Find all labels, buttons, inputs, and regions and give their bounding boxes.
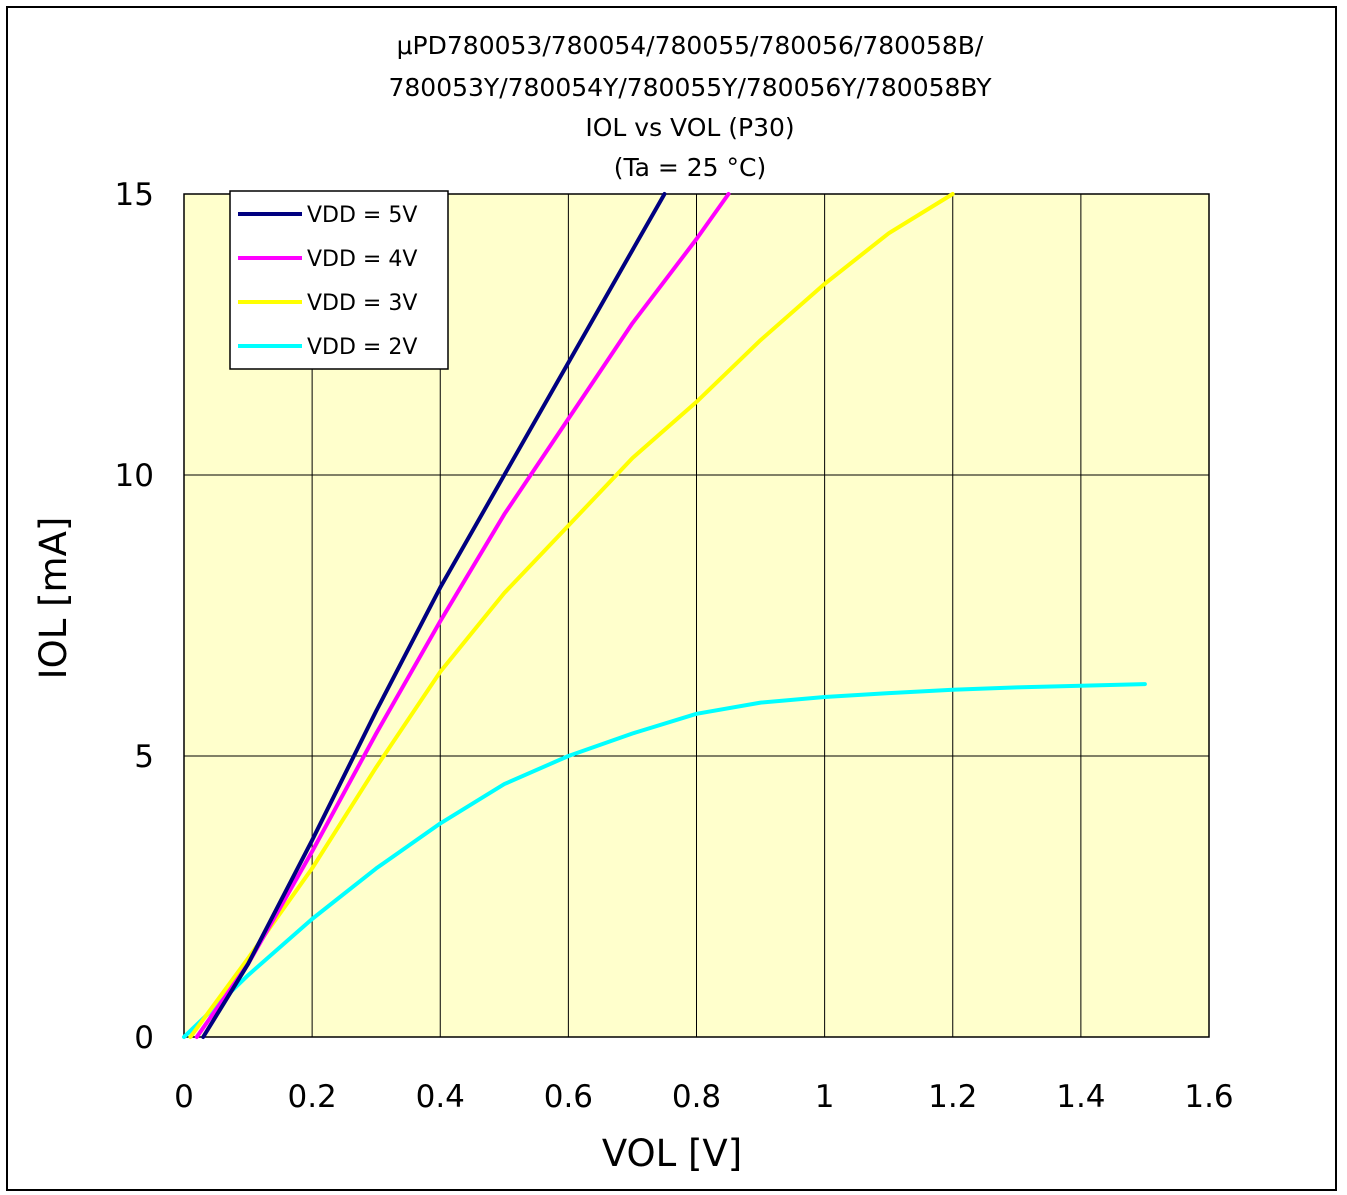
y-tick-label-0: 0 — [134, 1020, 154, 1056]
x-tick-label-0: 0 — [174, 1079, 194, 1115]
legend-box — [229, 190, 449, 370]
x-tick-labels: 0 0.2 0.4 0.6 0.8 1 1.2 1.4 1.6 — [174, 1079, 1234, 1115]
x-tick-label-4: 0.8 — [672, 1079, 721, 1115]
legend: VDD = 5V VDD = 4V VDD = 3V VDD = 2V — [229, 190, 449, 370]
y-axis-label: IOL [mA] — [32, 517, 75, 680]
x-tick-label-7: 1.4 — [1056, 1079, 1105, 1115]
y-tick-label-3: 15 — [115, 177, 154, 213]
x-tick-label-6: 1.2 — [928, 1079, 977, 1115]
plot-border — [183, 193, 1210, 1038]
chart-title: μPD780053/780054/780055/780056/780058B/ … — [388, 31, 992, 182]
legend-label-0: VDD = 5V — [307, 203, 417, 228]
x-tick-label-8: 1.6 — [1184, 1079, 1233, 1115]
x-tick-label-2: 0.4 — [416, 1079, 465, 1115]
x-axis-label: VOL [V] — [602, 1132, 742, 1175]
series-lines — [182, 192, 1147, 1039]
legend-label-3: VDD = 2V — [307, 335, 417, 360]
legend-label-2: VDD = 3V — [307, 291, 417, 316]
x-tick-label-5: 1 — [815, 1079, 835, 1115]
y-tick-label-1: 5 — [134, 739, 154, 775]
x-tick-label-1: 0.2 — [287, 1079, 336, 1115]
series-line-3 — [182, 682, 1147, 1039]
y-tick-labels: 0 5 10 15 — [115, 177, 154, 1056]
series-line-2 — [188, 192, 955, 1039]
title-line-2: 780053Y/780054Y/780055Y/780056Y/780058BY — [388, 73, 992, 102]
legend-label-1: VDD = 4V — [307, 247, 417, 272]
y-tick-label-2: 10 — [115, 458, 154, 494]
series-line-1 — [194, 192, 731, 1039]
title-line-4: (Ta = 25 °C) — [614, 153, 767, 182]
title-line-1: μPD780053/780054/780055/780056/780058B/ — [397, 31, 984, 60]
series-line-0 — [201, 192, 667, 1039]
title-line-3: IOL vs VOL (P30) — [585, 113, 794, 142]
x-tick-label-3: 0.6 — [544, 1079, 593, 1115]
